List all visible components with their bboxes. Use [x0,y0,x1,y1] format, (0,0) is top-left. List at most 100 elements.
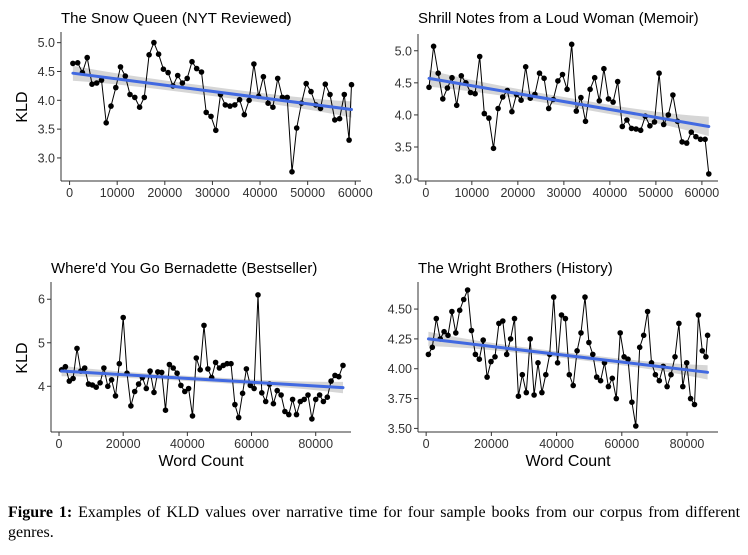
data-point [151,39,157,46]
panel-title: The Snow Queen (NYT Reviewed) [61,10,292,27]
y-tick-label: 4.5 [395,76,412,90]
data-point [327,91,333,98]
data-point [303,80,310,87]
data-point [235,414,242,421]
data-point [265,100,271,106]
data-point [587,86,593,93]
data-point [122,73,129,79]
data-point [289,396,296,403]
kld-series-line [428,44,710,174]
data-point [279,94,286,101]
data-point [316,392,323,398]
data-point [136,104,143,110]
data-point [97,380,103,386]
data-point [550,294,557,300]
data-point [278,392,284,398]
data-point [609,375,616,382]
data-point [232,401,238,408]
data-point [336,373,342,380]
data-point [683,140,690,146]
data-point [429,344,436,351]
data-point [222,102,229,108]
data-point [289,169,295,175]
y-tick-label: 4.00 [388,362,412,376]
data-point [573,108,580,114]
data-point [433,315,440,322]
data-point [179,80,186,86]
data-point [293,125,300,131]
data-point [70,60,76,67]
data-point [597,377,604,384]
data-point [143,385,150,392]
data-point [558,312,565,318]
data-point [301,396,308,403]
y-tick-label: 3.5 [395,140,412,154]
data-point [503,351,510,358]
data-point [117,64,124,70]
data-point [309,416,315,422]
data-point [586,339,592,346]
data-point [116,360,123,367]
panel-4: The Wright Brothers (History) 3.50 3.75 4.0… [388,260,718,470]
data-point [593,374,600,380]
x-axis-title: Word Count [525,453,611,470]
data-point [93,80,100,86]
panel-3: Where'd You Go Bernadette (Bestseller) 4 5… [14,260,351,470]
data-point [687,395,694,402]
data-point [507,336,514,342]
data-point [341,91,348,98]
y-tick-label: 3.5 [38,123,55,137]
data-point [189,58,195,65]
x-axis-title: Word Count [158,453,244,470]
data-point [101,365,107,371]
data-point [582,118,589,125]
data-point [241,111,248,118]
data-point [112,393,119,399]
data-point [679,139,685,145]
data-point [545,105,552,112]
y-tick-label: 4 [38,380,45,394]
data-point [668,371,674,378]
data-point [193,355,200,361]
data-point [262,398,269,405]
data-point [601,65,607,72]
y-tick-label: 5 [38,336,45,350]
data-point [62,363,69,370]
data-point [559,71,566,78]
data-point [555,78,561,84]
data-point [228,360,234,367]
data-point [113,84,119,91]
data-point [568,41,575,48]
data-point [197,367,203,373]
y-tick-label: 5.0 [395,44,412,58]
trend-line [426,337,710,374]
data-point [541,75,547,82]
data-point [193,65,200,72]
data-point [146,52,152,58]
data-point [605,383,612,390]
data-point [274,387,281,394]
data-point [523,389,530,396]
data-point [155,51,162,57]
data-point [676,320,682,327]
data-point [704,332,711,339]
data-point [614,78,621,85]
x-tick-label: 20000 [106,437,141,451]
y-tick-label: 3.0 [38,151,55,165]
panel-title: The Wright Brothers (History) [418,260,613,277]
y-tick-label: 3.75 [388,392,412,406]
data-point [98,77,105,83]
data-point [582,294,588,300]
y-tick-label: 5.0 [38,36,55,50]
x-tick-label: 60000 [338,186,373,200]
x-tick-label: 80000 [298,437,333,451]
data-point [519,371,526,378]
data-point [656,70,662,76]
data-point [688,129,695,135]
data-point [490,145,497,152]
data-point [178,382,184,389]
data-point [81,365,88,371]
data-point [633,423,639,429]
x-tick-label: 40000 [243,186,278,200]
data-point [120,314,126,321]
